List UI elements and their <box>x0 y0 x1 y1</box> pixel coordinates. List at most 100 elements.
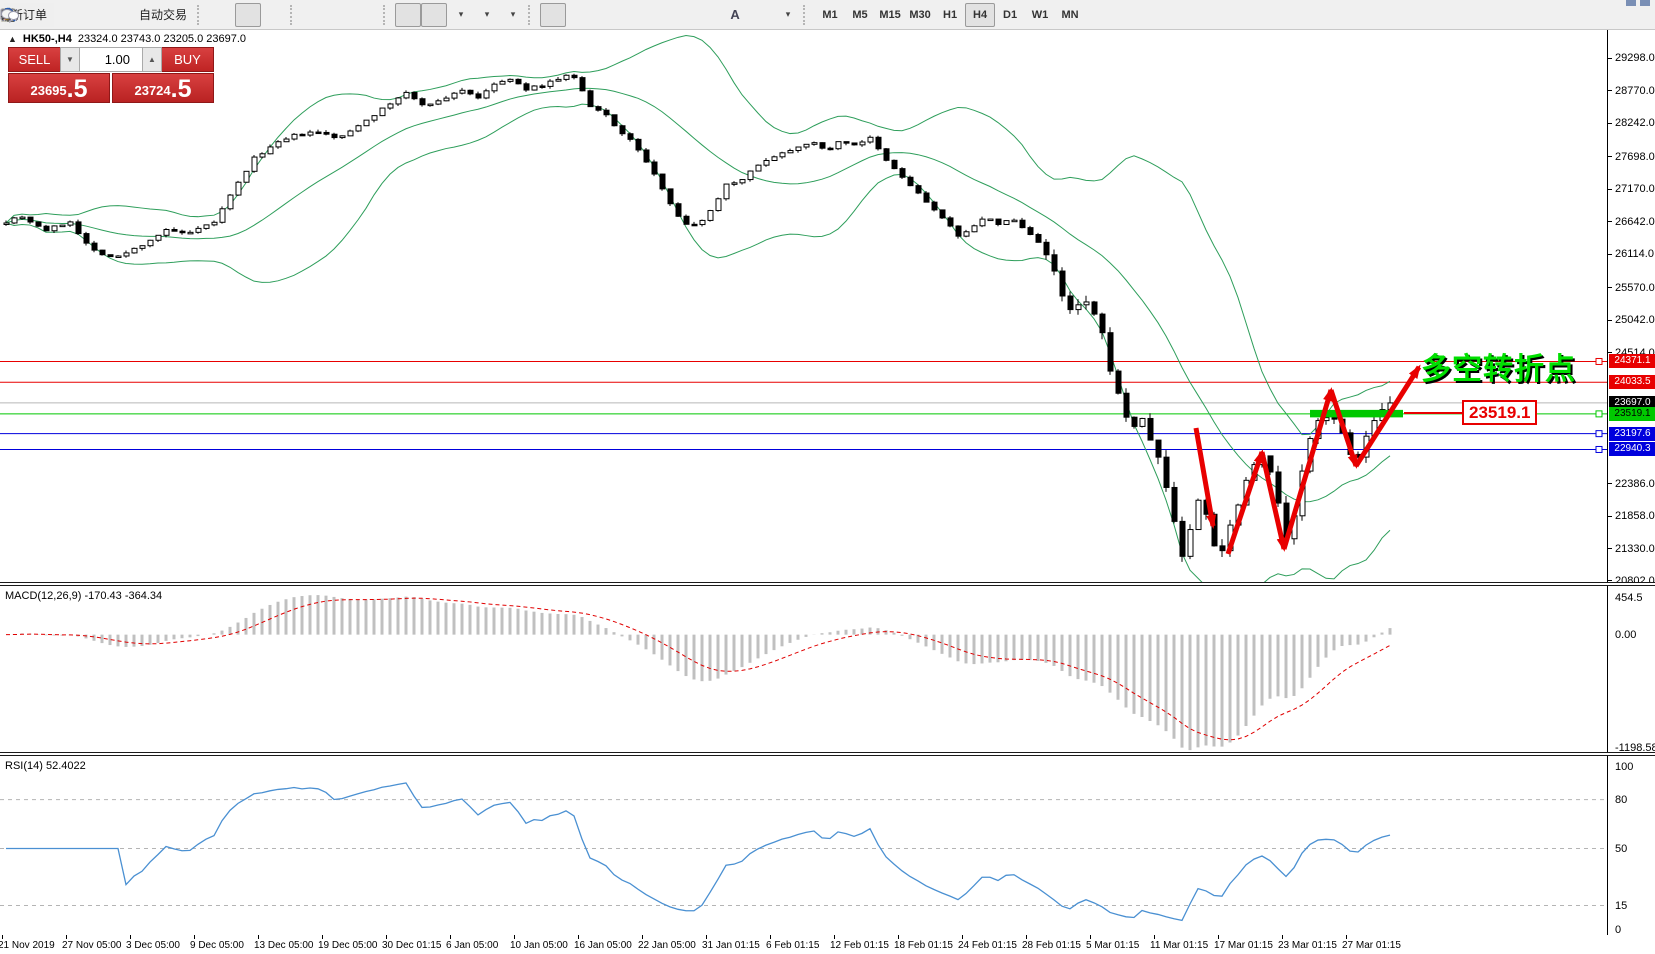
dropdown-arrow-icon[interactable]: ▾ <box>484 9 490 19</box>
price-axis[interactable]: 29298.0 28770.0 28242.0 27698.0 27170.0 26642… <box>1607 30 1655 936</box>
chat-button[interactable] <box>1 3 1651 27</box>
chart-window: ▲ HK50-,H4 23324.0 23743.0 23205.0 23697… <box>0 30 1655 954</box>
price-axis-tick-label: 22386.0 <box>1615 477 1655 490</box>
templates-button[interactable]: ▾ <box>1 3 525 27</box>
horizontal-line-tool-button[interactable] <box>2 3 644 27</box>
time-axis-label: 30 Dec 01:15 <box>382 940 442 951</box>
trend-arrow <box>1281 387 1334 550</box>
volume-up-button[interactable]: ▲ <box>142 47 162 72</box>
price-axis-tick-label: 21858.0 <box>1615 510 1655 523</box>
price-line-label: 24371.1 <box>1609 354 1655 369</box>
price-axis-tick-label: 25042.0 <box>1615 314 1655 327</box>
chart-title-row: ▲ HK50-,H4 23324.0 23743.0 23205.0 23697… <box>8 33 246 45</box>
timeframe-w1-button[interactable]: W1 <box>1031 8 1049 21</box>
rsi-plot[interactable] <box>0 756 1607 935</box>
volume-down-button[interactable]: ▼ <box>60 47 80 72</box>
time-axis-label: 16 Jan 05:00 <box>574 940 632 951</box>
macd-plot[interactable] <box>0 586 1607 752</box>
macd-axis-label: 0.00 <box>1615 628 1637 641</box>
add-indicator-button[interactable]: ▾ <box>0 3 473 27</box>
buy-price[interactable]: 23724.5 <box>112 73 214 103</box>
signal-icon-button[interactable] <box>3 3 132 27</box>
buy-button[interactable]: BUY <box>162 47 214 72</box>
price-axis-tick-label: 28242.0 <box>1615 117 1655 130</box>
volume-input[interactable] <box>80 47 142 72</box>
auto-scroll-button[interactable] <box>1 2 422 27</box>
time-axis-label: 17 Mar 01:15 <box>1214 940 1273 951</box>
callout-leader-line <box>1404 412 1462 414</box>
price-axis-tick-label: 26642.0 <box>1615 215 1655 228</box>
trend-arrow <box>1353 364 1422 468</box>
timeframe-mn-button[interactable]: MN <box>1061 8 1079 21</box>
line-marker <box>1595 357 1603 365</box>
cursor-tool-button[interactable] <box>5 2 567 27</box>
macd-axis-label: 454.5 <box>1615 592 1643 604</box>
periods-button[interactable]: ▾ <box>1 3 499 27</box>
bar-chart-button[interactable] <box>1 3 235 27</box>
new-chart-icon-button[interactable] <box>1 3 106 27</box>
time-axis-label: 6 Feb 01:15 <box>766 940 820 951</box>
time-axis-label: 28 Feb 01:15 <box>1022 940 1081 951</box>
auto-trading-button[interactable]: 自动交易 <box>1 3 194 27</box>
time-axis-label: 3 Dec 05:00 <box>126 940 180 951</box>
timeframe-m5-button[interactable]: M5 <box>852 8 868 21</box>
sell-button[interactable]: SELL <box>8 47 60 72</box>
rsi-axis-label: 80 <box>1615 793 1628 806</box>
zoom-in-button[interactable] <box>2 3 328 27</box>
timeframe-m1-button[interactable]: M1 <box>822 8 838 21</box>
timeframe-m15-button[interactable]: M15 <box>879 8 901 21</box>
search-button[interactable] <box>2 3 1625 27</box>
fibonacci-tool-button[interactable]: F <box>2 3 722 27</box>
price-line-label: 23197.6 <box>1609 426 1655 441</box>
sticky-note-icon-button[interactable] <box>1 3 80 27</box>
shapes-tool-button[interactable]: ▾ <box>1 3 800 27</box>
line-chart-button[interactable] <box>1 3 287 27</box>
one-click-collapse-icon[interactable]: ▲ <box>8 34 17 44</box>
panel-splitter[interactable] <box>0 582 1655 586</box>
timeframe-h4-button[interactable]: H4 <box>965 2 996 27</box>
price-callout-label[interactable]: 23519.1 <box>1462 400 1538 425</box>
channel-tool-button[interactable]: E <box>0 3 696 27</box>
candlestick-chart-button[interactable] <box>1 2 262 27</box>
text-tool-icon: A <box>730 7 740 22</box>
crosshair-tool-button[interactable] <box>1 3 592 27</box>
timeframe-d1-button[interactable]: D1 <box>1003 8 1018 21</box>
sell-price-small: 23695 <box>30 83 67 98</box>
timeframe-m30-button[interactable]: M30 <box>909 8 931 21</box>
dropdown-arrow-icon[interactable]: ▾ <box>458 9 464 19</box>
chart-shift-button[interactable] <box>1 2 448 27</box>
label-tool-button[interactable]: T <box>1 3 774 27</box>
text-tool-button[interactable]: A <box>722 3 748 27</box>
trend-arrow <box>1328 389 1359 469</box>
time-axis-label: 24 Feb 01:15 <box>958 940 1017 951</box>
tile-windows-button[interactable] <box>1 3 380 27</box>
dropdown-arrow-icon[interactable]: ▾ <box>510 9 516 19</box>
toolbar-grip <box>383 4 390 25</box>
price-axis-tick-label: 28770.0 <box>1615 84 1655 97</box>
rsi-axis-label: 15 <box>1615 899 1628 912</box>
window-control-fragment <box>1640 0 1650 6</box>
time-axis-label: 31 Jan 01:15 <box>702 940 760 951</box>
rsi-axis-label: 100 <box>1615 761 1634 773</box>
toolbar-grip <box>528 4 535 25</box>
vertical-line-tool-button[interactable] <box>7 3 618 27</box>
time-axis-label: 27 Nov 05:00 <box>62 940 122 951</box>
time-axis[interactable]: 21 Nov 2019 27 Nov 05:00 3 Dec 05:00 9 Dec … <box>0 935 1655 954</box>
price-line-label: 23697.0 <box>1609 395 1655 410</box>
line-marker <box>1595 410 1603 418</box>
panel-splitter[interactable] <box>0 752 1655 756</box>
time-axis-label: 23 Mar 01:15 <box>1278 940 1337 951</box>
time-axis-label: 27 Mar 01:15 <box>1342 940 1401 951</box>
rsi-axis-label: 0 <box>1615 924 1622 936</box>
main-chart-plot[interactable] <box>0 30 1607 582</box>
trend-arrow <box>1193 427 1217 529</box>
dropdown-arrow-icon[interactable]: ▾ <box>785 9 791 19</box>
line-marker <box>1595 430 1603 438</box>
sell-price[interactable]: 23695.5 <box>8 73 110 103</box>
time-axis-label: 10 Jan 05:00 <box>510 940 568 951</box>
annotation-text[interactable]: 多空转折点 <box>1421 353 1576 386</box>
zoom-out-button[interactable] <box>2 3 354 27</box>
trendline-tool-button[interactable] <box>1 3 670 27</box>
timeframe-h1-button[interactable]: H1 <box>943 8 958 21</box>
